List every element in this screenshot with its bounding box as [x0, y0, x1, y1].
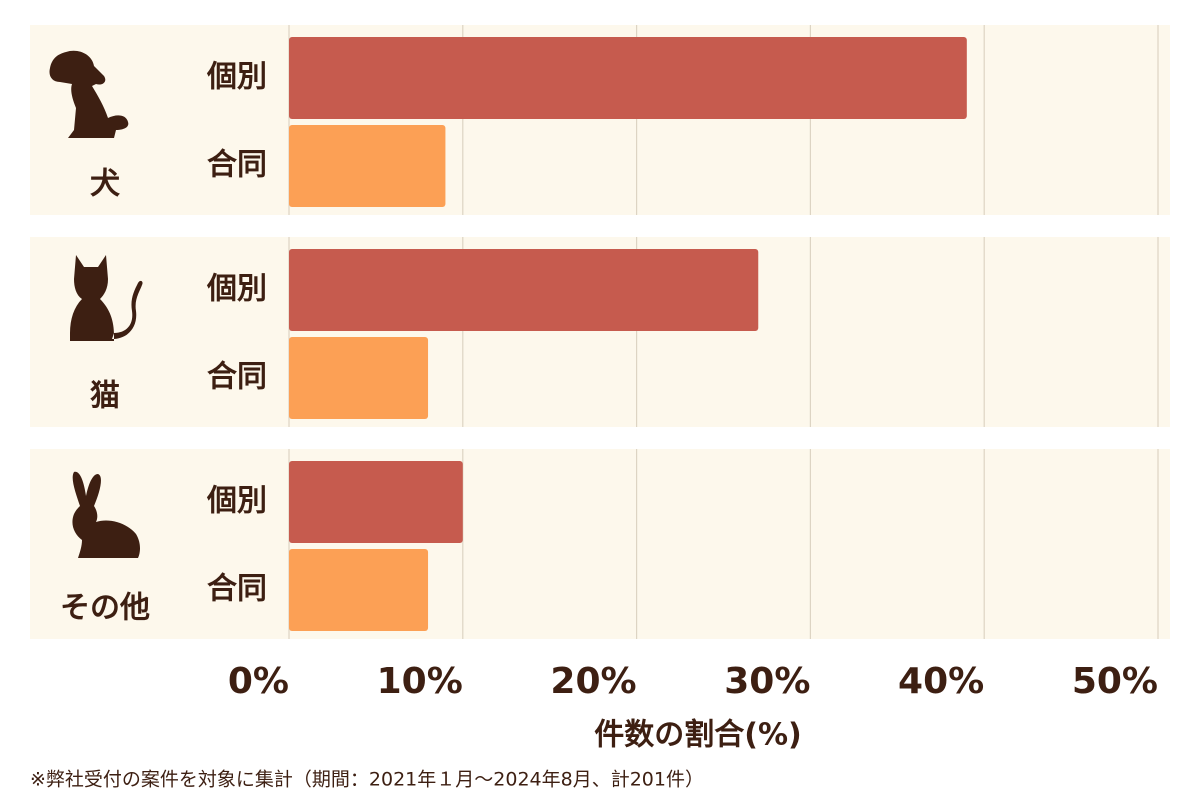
bars	[289, 37, 967, 631]
footnote: ※弊社受付の案件を対象に集計（期間：2021年１月～2024年8月、計201件）	[30, 769, 704, 791]
bar	[289, 337, 429, 419]
bar	[289, 125, 446, 207]
rabbit-shape	[72, 471, 140, 558]
x-tick-label: 0%	[228, 661, 289, 702]
category-label: その他	[60, 591, 150, 626]
rabbit-icon	[72, 471, 140, 558]
series-label: 合同	[207, 148, 267, 183]
category-label: 犬	[90, 167, 120, 202]
series-label: 個別	[206, 60, 267, 95]
series-label: 合同	[207, 572, 267, 607]
dog-shape	[49, 50, 129, 138]
x-tick-label: 40%	[898, 661, 984, 702]
bar	[289, 549, 429, 631]
cat-icon	[70, 255, 143, 341]
bar	[289, 249, 759, 331]
panel	[30, 449, 1170, 639]
bar	[289, 37, 967, 119]
x-tick-label: 20%	[550, 661, 636, 702]
x-tick-label: 30%	[724, 661, 810, 702]
bar	[289, 461, 463, 543]
x-axis-title: 件数の割合(%)	[594, 718, 801, 753]
cat-shape	[70, 255, 143, 341]
series-label: 個別	[206, 484, 267, 519]
category-label: 猫	[90, 379, 120, 414]
series-label: 合同	[207, 360, 267, 395]
x-tick-label: 50%	[1072, 661, 1158, 702]
x-tick-label: 10%	[377, 661, 463, 702]
series-label: 個別	[206, 272, 267, 307]
dog-icon	[49, 50, 129, 138]
